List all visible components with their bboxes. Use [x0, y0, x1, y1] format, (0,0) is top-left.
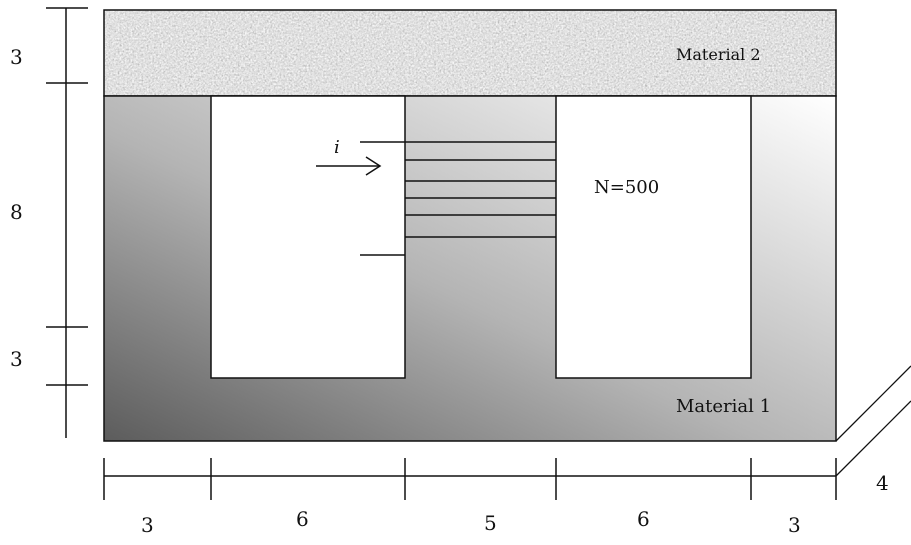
- left-dim-middle: 8: [10, 200, 23, 224]
- right-window: [555, 95, 752, 379]
- left-dim-bottom: 3: [10, 347, 23, 371]
- material-2-label: Material 2: [676, 45, 761, 64]
- current-arrow: [316, 156, 382, 176]
- material-1-core: [103, 95, 837, 442]
- turns-label: N=500: [594, 177, 659, 198]
- current-label: i: [334, 137, 340, 158]
- left-dimension-line: [46, 7, 88, 438]
- depth-dimension-lines: [835, 365, 911, 477]
- bottom-dim-1: 3: [141, 513, 154, 537]
- left-window: [210, 95, 406, 379]
- bottom-dim-3: 5: [484, 511, 497, 535]
- bottom-dim-2: 6: [296, 507, 309, 531]
- left-dim-top: 3: [10, 45, 23, 69]
- depth-dim-label: 4: [876, 471, 889, 495]
- coil-winding: [360, 141, 556, 256]
- bottom-dim-4: 6: [637, 507, 650, 531]
- bottom-dimension-line: [103, 458, 837, 500]
- bottom-dim-5: 3: [788, 513, 801, 537]
- material-1-label: Material 1: [676, 396, 771, 417]
- material-2-layer: [103, 9, 837, 97]
